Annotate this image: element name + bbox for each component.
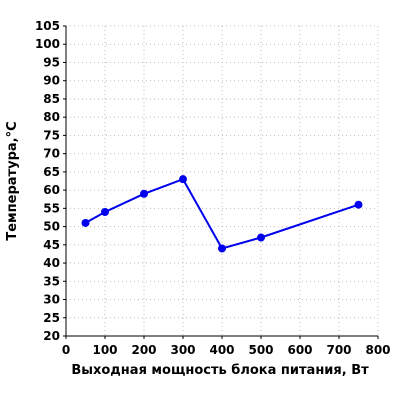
x-tick-label: 300 [170,343,195,357]
x-tick-label: 400 [209,343,234,357]
x-tick-label: 800 [365,343,390,357]
data-point [354,200,363,209]
x-tick-label: 0 [62,343,70,357]
y-tick-label: 95 [43,55,60,69]
data-point [140,189,148,198]
x-axis-title: Выходная мощность блока питания, Вт [71,363,369,378]
data-point [81,218,90,227]
data-point [101,208,109,216]
y-tick-labels: 20 25 30 35 40 45 50 55 60 65 70 75 80 85 90 95 100 105 [35,19,66,343]
y-tick-label: 20 [43,329,60,343]
x-tick-label: 200 [131,343,156,357]
grid-lines [66,25,379,336]
x-tick-label: 600 [287,343,312,357]
y-tick-label: 65 [43,165,60,179]
y-axis-title: Температура,°C [5,121,20,240]
x-tick-labels: 0 100 200 300 400 500 600 700 800 [62,336,391,357]
y-tick-label: 105 [35,19,60,33]
series [81,175,363,253]
x-tick-label: 100 [92,343,117,357]
x-tick-label: 700 [326,343,351,357]
data-point [218,244,226,253]
y-tick-label: 100 [35,37,60,51]
y-tick-label: 30 [43,293,60,307]
y-tick-label: 90 [43,74,60,88]
y-tick-label: 25 [43,311,60,325]
y-tick-label: 75 [43,128,60,142]
y-tick-label: 55 [43,201,60,215]
x-tick-label: 500 [248,343,273,357]
y-tick-label: 35 [43,274,60,288]
y-tick-label: 80 [43,110,60,124]
axes [65,26,378,337]
y-tick-label: 50 [43,220,60,234]
y-tick-label: 60 [43,183,60,197]
y-tick-label: 70 [43,147,60,161]
data-point [257,233,265,242]
y-tick-label: 45 [43,238,60,252]
y-tick-label: 40 [43,256,60,270]
data-point [179,175,187,184]
y-tick-label: 85 [43,92,60,106]
